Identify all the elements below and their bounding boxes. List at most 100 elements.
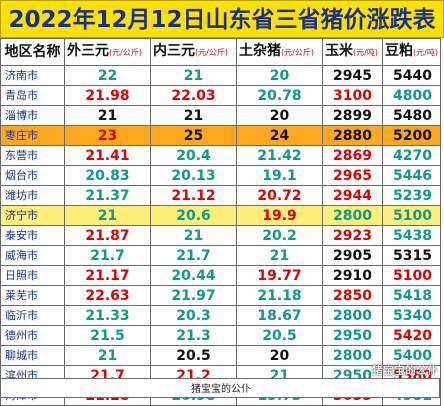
header-corn-label: 玉米 [325, 43, 353, 59]
cell-outer3: 21.41 [64, 145, 151, 166]
cell-inner3: 21 [150, 65, 237, 86]
cell-inner3: 21.97 [150, 285, 237, 306]
cell-city: 日照市 [0, 265, 65, 286]
table-row: 淄博市 21 21 20 2899 5480 [0, 105, 441, 126]
cell-outer3: 20.83 [64, 165, 151, 186]
cell-outer3: 21.5 [64, 325, 151, 346]
cell-soy: 5200 [382, 125, 441, 146]
cell-city: 聊城市 [0, 345, 65, 366]
table-body: 济南市 22 21 20 2945 5440 青岛市 21.98 22.03 20.78 3100 4… [0, 65, 441, 406]
cell-city: 济宁市 [0, 205, 65, 226]
header-inner3-unit: (元/公斤) [195, 48, 228, 57]
cell-soy: 5418 [382, 285, 441, 306]
table-row: 东营市 21.41 20.4 21.42 2869 4270 [0, 145, 441, 166]
cell-mixed: 21 [236, 245, 323, 266]
table-row: 聊城市 21 20.5 20 2800 5400 [0, 345, 441, 366]
header-mixed-label: 土杂猪 [239, 43, 281, 59]
cell-inner3: 20.44 [150, 265, 237, 286]
header-region-label: 地区名称 [4, 44, 61, 60]
cell-soy: 5480 [382, 105, 441, 126]
header-inner3-label: 内三元 [153, 43, 195, 59]
cell-outer3: 21 [64, 105, 151, 126]
cell-soy: 5100 [382, 205, 441, 226]
footer: 猪宝宝的公仆 [0, 378, 440, 398]
cell-outer3: 21.87 [64, 225, 151, 246]
cell-corn: 2950 [322, 325, 383, 346]
cell-outer3: 21 [64, 345, 151, 366]
cell-mixed: 20.2 [236, 225, 323, 246]
cell-soy: 5440 [382, 65, 441, 86]
cell-corn: 2965 [322, 165, 383, 186]
table-row: 日照市 21.17 20.44 19.77 2910 5100 [0, 265, 441, 286]
table-row: 济宁市 21 20.6 19.9 2800 5100 [0, 205, 441, 226]
header-mixed-unit: (元/公斤) [281, 48, 314, 57]
cell-inner3: 21 [150, 225, 237, 246]
cell-inner3: 20.3 [150, 305, 237, 326]
cell-outer3: 21.7 [64, 245, 151, 266]
cell-mixed: 18.67 [236, 305, 323, 326]
cell-soy: 5446 [382, 165, 441, 186]
cell-inner3: 22.03 [150, 85, 237, 106]
cell-city: 德州市 [0, 325, 65, 346]
table-row: 潍坊市 21.37 21.12 20.72 2944 5239 [0, 185, 441, 206]
cell-corn: 2944 [322, 185, 383, 206]
table-row: 德州市 21.5 21.3 20.5 2950 5420 [0, 325, 441, 346]
cell-corn: 2899 [322, 105, 383, 126]
table-row: 威海市 21.7 21.7 21 2905 5315 [0, 245, 441, 266]
header-corn: 玉米(元/吨) [322, 38, 383, 66]
cell-mixed: 20.72 [236, 185, 323, 206]
cell-inner3: 20.5 [150, 345, 237, 366]
cell-mixed: 20 [236, 345, 323, 366]
cell-mixed: 19.77 [236, 265, 323, 286]
cell-corn: 2910 [322, 265, 383, 286]
cell-inner3: 21 [150, 105, 237, 126]
cell-mixed: 19.9 [236, 205, 323, 226]
footer-source: 猪宝宝的公仆 [191, 384, 251, 395]
cell-inner3: 20.13 [150, 165, 237, 186]
header-soy-unit: (元/吨) [413, 48, 438, 57]
table-row: 莱芜市 22.63 21.97 21.18 2850 5418 [0, 285, 441, 306]
cell-city: 潍坊市 [0, 185, 65, 206]
cell-inner3: 21.7 [150, 245, 237, 266]
cell-outer3: 22.63 [64, 285, 151, 306]
cell-city: 济南市 [0, 65, 65, 86]
cell-corn: 2945 [322, 65, 383, 86]
cell-inner3: 21.12 [150, 185, 237, 206]
cell-soy: 5420 [382, 325, 441, 346]
cell-city: 莱芜市 [0, 285, 65, 306]
table-row: 济南市 22 21 20 2945 5440 [0, 65, 441, 86]
cell-outer3: 21.17 [64, 265, 151, 286]
cell-mixed: 20.5 [236, 325, 323, 346]
cell-mixed: 21.42 [236, 145, 323, 166]
header-soy-label: 豆粕 [385, 43, 413, 59]
header-soy: 豆粕(元/吨) [382, 38, 441, 66]
cell-soy: 5100 [382, 265, 441, 286]
cell-corn: 2850 [322, 285, 383, 306]
cell-corn: 2905 [322, 245, 383, 266]
page-title: 2022年12月12日山东省三省猪价涨跌表 [0, 0, 444, 38]
header-outer3-unit: (元/公斤) [109, 48, 142, 57]
table-row: 青岛市 21.98 22.03 20.78 3100 4800 [0, 85, 441, 106]
cell-city: 威海市 [0, 245, 65, 266]
header-inner3: 内三元(元/公斤) [150, 38, 237, 66]
cell-corn: 2923 [322, 225, 383, 246]
cell-corn: 2800 [322, 205, 383, 226]
cell-city: 泰安市 [0, 225, 65, 246]
cell-city: 临沂市 [0, 305, 65, 326]
cell-mixed: 20 [236, 65, 323, 86]
table-header-row: 地区名称 外三元(元/公斤) 内三元(元/公斤) 土杂猪(元/公斤) 玉米(元/… [0, 38, 441, 66]
cell-soy: 5400 [382, 345, 441, 366]
cell-soy: 5315 [382, 245, 441, 266]
cell-corn: 2869 [322, 145, 383, 166]
cell-inner3: 20.6 [150, 205, 237, 226]
cell-city: 东营市 [0, 145, 65, 166]
table-row: 临沂市 21.33 20.3 18.67 2800 5340 [0, 305, 441, 326]
cell-outer3: 21 [64, 205, 151, 226]
cell-soy: 5239 [382, 185, 441, 206]
cell-outer3: 21.33 [64, 305, 151, 326]
table-row: 泰安市 21.87 21 20.2 2923 5438 [0, 225, 441, 246]
cell-inner3: 25 [150, 125, 237, 146]
cell-inner3: 20.4 [150, 145, 237, 166]
cell-soy: 5340 [382, 305, 441, 326]
